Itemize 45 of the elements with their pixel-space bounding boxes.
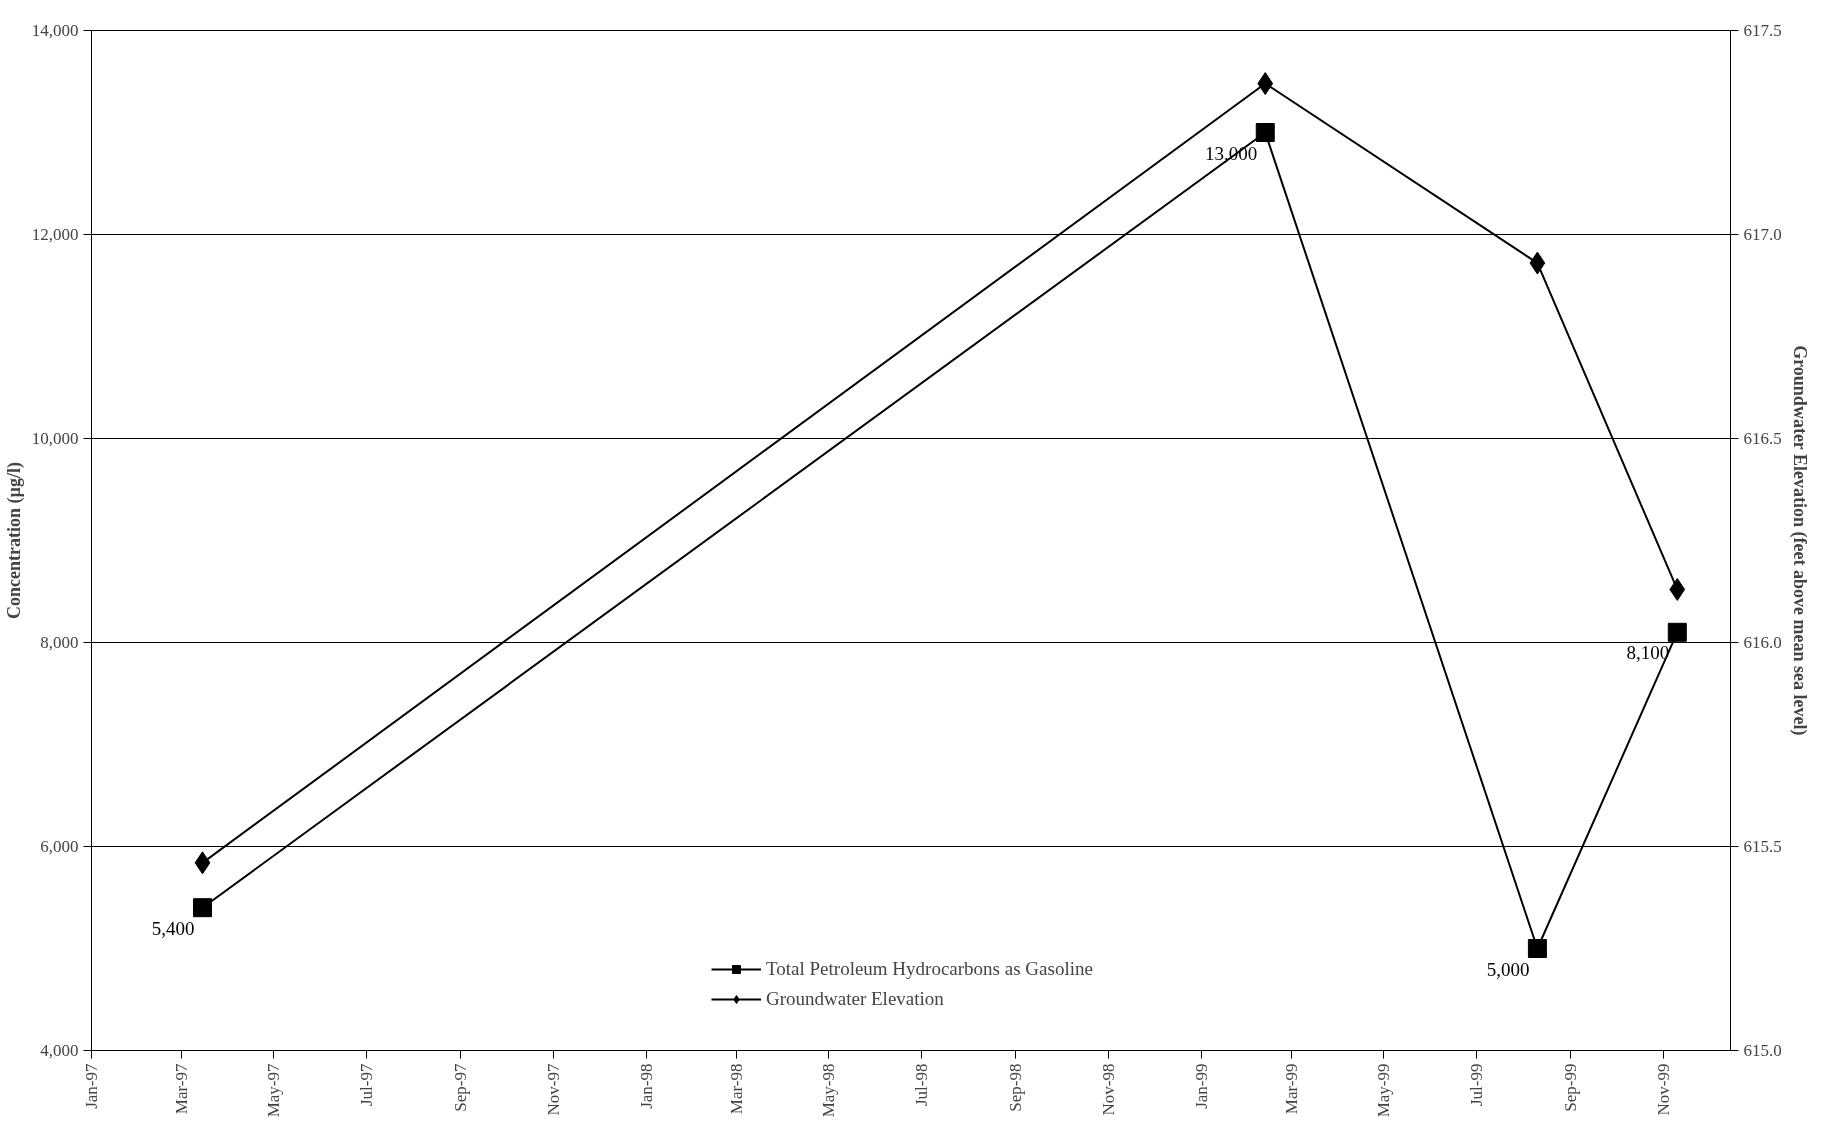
y-tick-label: 6,000 [40,837,79,856]
data-label: 5,400 [151,917,195,939]
y2-tick-label: 617.5 [1743,21,1782,40]
x-tick-label: Jan-97 [82,1063,101,1109]
x-tick-label: Mar-99 [1281,1063,1301,1115]
x-tick-label: Sep-99 [1561,1063,1581,1112]
point [1255,123,1275,142]
x-tick-label: Jul-97 [357,1063,377,1106]
legend-label: Groundwater Elevation [766,988,944,1010]
x-tick-label: Sep-97 [451,1063,471,1112]
y2-tick-label: 616.5 [1743,429,1782,448]
x-tick-label: Jul-99 [1467,1063,1487,1106]
data-label: 5,000 [1486,958,1530,980]
x-tick-label: Jan-99 [1191,1063,1211,1109]
x-tick-label: Mar-97 [171,1063,191,1115]
x-tick-label: May-97 [264,1063,284,1118]
point [194,851,211,875]
x-tick-label: Sep-98 [1006,1063,1026,1112]
point [1527,939,1547,958]
y-tick-label: 12,000 [31,225,79,244]
x-tick-label: Nov-99 [1654,1063,1674,1116]
y2-axis-title: Groundwater Elevation (feet above mean sea level) [1788,345,1810,736]
x-tick-label: Mar-98 [726,1063,746,1115]
y2-tick-label: 616.0 [1743,633,1782,652]
x-tick-label: Nov-97 [544,1063,564,1116]
x-tick-label: May-98 [819,1063,839,1118]
point [1669,577,1686,601]
x-tick-label: May-99 [1374,1063,1394,1118]
x-tick-label: Jul-98 [912,1063,932,1106]
y-tick-label: 8,000 [40,633,79,652]
point [1257,72,1274,96]
point [192,898,212,918]
y-tick-label: 4,000 [40,1041,79,1060]
data-label: 8,100 [1626,642,1670,664]
y-tick-label: 10,000 [31,429,79,448]
point [1667,622,1687,642]
point [1529,251,1546,275]
x-tick-label: Jan-98 [636,1063,656,1109]
y-axis-title: Concentration (µg/l) [3,462,25,619]
y2-tick-label: 615.5 [1743,837,1782,856]
y2-tick-label: 617.0 [1743,225,1782,244]
y-tick-label: 14,000 [31,21,79,40]
y2-tick-label: 615.0 [1743,1041,1782,1060]
legend-label: Total Petroleum Hydrocarbons as Gasoline [766,958,1093,980]
x-tick-label: Nov-98 [1099,1063,1119,1116]
